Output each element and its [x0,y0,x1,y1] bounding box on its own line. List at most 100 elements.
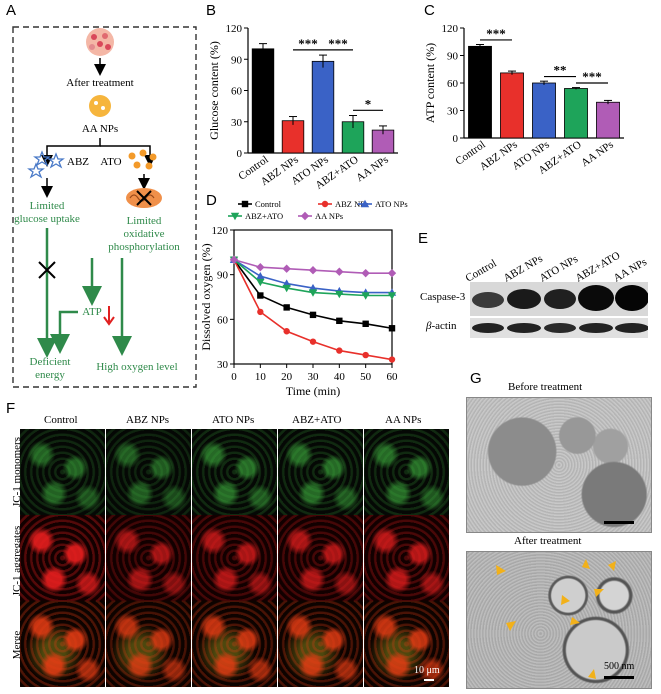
micrograph-r2-c0 [20,601,105,687]
micrograph-r1-c1 [106,515,191,601]
x-tick-label: 0 [231,371,237,383]
legend-label: ABZ+ATO [245,211,283,221]
western-column-labels: Control ABZ NPs ATO NPs ABZ+ATO AA NPs [464,249,650,285]
caspase-blot-image [470,282,648,316]
confocal-col-control: Control [44,414,78,426]
micrograph-r2-c4 [364,601,449,687]
tem-before-image [466,397,652,533]
legend-label: AA NPs [315,211,343,221]
data-point [257,292,264,299]
micrograph-r0-c4 [364,429,449,515]
y-tick-label: 90 [231,54,243,66]
legend-entry-3: ABZ+ATO [228,211,283,221]
legend-entry-0: Control [238,199,282,209]
x-axis-label: Time (min) [286,384,341,398]
tem-before-title: Before treatment [508,381,583,393]
dissolved-oxygen-line-chart: 30 60 90 120 0 10 20 30 40 50 60 Time (min) Dissolve… [200,199,408,398]
abz-text: ABZ [67,156,89,168]
limited-oxidative-text-1: Limited [127,215,162,227]
micrograph-r1-c3 [278,515,363,601]
y-tick-label: 30 [217,359,229,371]
data-point [321,200,329,208]
caspase-label: Caspase-3 [420,291,466,303]
legend-entry-1: ABZ NPs [318,199,368,209]
x-tick-label: 40 [334,371,346,383]
tumor-cell-icon [86,28,114,56]
x-tick-label: 60 [387,371,399,383]
deficient-energy-text-1: Deficient [30,356,71,368]
atp-text: ATP [82,306,102,318]
confocal-col-abz: ABZ NPs [126,414,170,426]
micrograph-r2-c3 [278,601,363,687]
legend-entry-4: AA NPs [298,211,343,221]
data-point [309,311,317,319]
significance-label: *** [328,36,348,51]
panel-label-a: A [6,2,17,19]
block-cross-icon [38,261,56,279]
significance-label: *** [298,36,318,51]
bar-4 [596,101,620,139]
limited-oxidative-text-3: phosphorylation [108,241,180,253]
blot-col-ato: ATO NPs [538,253,581,285]
y-tick-label: 120 [226,23,243,35]
y-tick-label: 30 [231,117,243,129]
bar-3 [564,88,588,139]
mitochondria-icon [126,188,162,208]
high-oxygen-text: High oxygen level [96,361,177,373]
tem-damage-arrows [496,559,616,679]
legend-label: ABZ NPs [335,199,368,209]
bar-1 [281,120,305,154]
bar-1 [500,72,524,139]
confocal-col-aa: AA NPs [385,414,422,426]
panel-label-e: E [418,230,429,247]
micrograph-r2-c1 [106,601,191,687]
abz-star-icon [27,150,65,179]
y-tick-label: 30 [447,106,459,118]
data-point [256,271,265,280]
tem-after-title: After treatment [514,535,582,547]
panel-label-b: B [206,2,217,19]
y-tick-label: 0 [237,148,243,160]
after-treatment-text: After treatment [66,77,134,89]
blot-col-abz: ABZ NPs [502,253,545,285]
data-point [336,347,343,354]
data-point [282,264,291,273]
y-axis-label: ATP content (%) [423,43,437,123]
panel-label-g: G [470,370,482,387]
legend-label: Control [255,199,282,209]
nanoparticle-icon [89,95,111,117]
data-point [387,292,397,300]
data-point [283,304,290,311]
y-axis-label: Glucose content (%) [207,41,221,140]
legend-label: ATO NPs [375,199,408,209]
panel-label-d: D [206,192,217,209]
tem-after-scale-label: 500 nm [604,661,635,672]
x-tick-label: AA NPs [579,139,616,170]
limited-glucose-text-2: glucose uptake [14,213,80,225]
limited-oxidative-text-2: oxidative [124,228,165,240]
legend-entry-2: ATO NPs [358,199,408,209]
data-point [362,320,369,327]
y-tick-label: 90 [447,51,459,63]
y-tick-label: 90 [217,270,229,282]
actin-label-text: -actin [431,320,457,332]
y-tick-label: 120 [212,225,229,237]
significance-label: * [365,96,372,111]
y-tick-label: 0 [453,133,459,145]
beta-symbol: β [426,320,432,332]
data-point [283,328,290,335]
confocal-col-combo: ABZ+ATO [292,414,342,426]
panel-label-c: C [424,2,435,19]
confocal-col-ato: ATO NPs [212,414,255,426]
micrograph-r0-c0 [20,429,105,515]
data-point [388,325,396,332]
micrograph-r0-c1 [106,429,191,515]
micrograph-r1-c0 [20,515,105,601]
y-tick-label: 60 [447,78,459,90]
micrograph-r2-c2 [192,601,277,687]
deficient-energy-text-2: energy [35,369,65,381]
blot-col-control: Control [464,257,499,284]
bar-2 [532,82,556,139]
data-point [241,200,249,208]
